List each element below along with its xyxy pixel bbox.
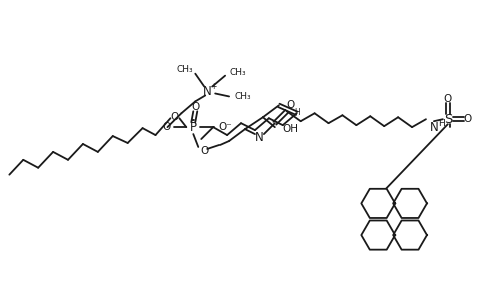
Text: P: P (189, 121, 196, 134)
Text: O: O (170, 112, 178, 122)
Text: CH₃: CH₃ (176, 65, 193, 74)
Text: N: N (254, 130, 263, 143)
Text: +: + (209, 82, 216, 91)
Text: OH: OH (282, 124, 298, 134)
Text: CH₃: CH₃ (234, 92, 250, 101)
Text: N: N (429, 121, 438, 134)
Text: O⁻: O⁻ (218, 122, 231, 132)
Text: O: O (162, 122, 170, 132)
Text: O: O (200, 146, 208, 156)
Text: H: H (437, 119, 444, 128)
Text: N: N (203, 85, 211, 98)
Text: O: O (443, 95, 451, 104)
Text: S: S (443, 113, 451, 126)
Text: CH₃: CH₃ (228, 68, 245, 77)
Text: O: O (286, 100, 294, 110)
Text: O: O (191, 102, 199, 112)
Text: H: H (293, 108, 299, 117)
Text: O: O (463, 114, 471, 124)
